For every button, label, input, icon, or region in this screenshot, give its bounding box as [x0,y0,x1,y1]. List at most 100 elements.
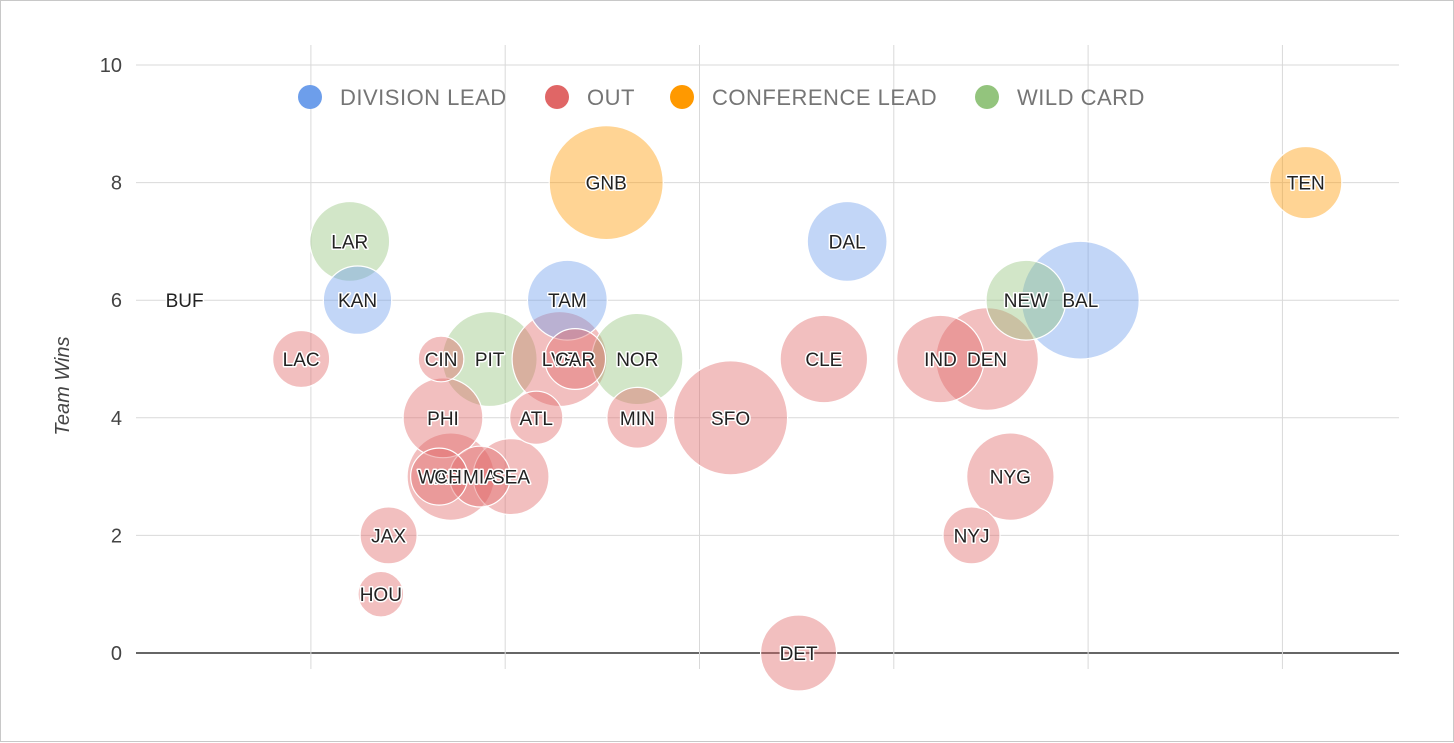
bubble-label-det: DET [780,644,818,665]
bubble-label-halo: JAX [371,526,406,547]
bubble-label-buf: BUF [166,291,204,312]
bubble-pit[interactable] [441,310,538,408]
bubble-label-lvr: LVR [542,350,578,371]
bubble-label-sea: SEA [492,468,530,489]
bubble-ten[interactable] [1269,145,1343,220]
legend-swatch [298,85,322,109]
bubble-label-halo: CAR [555,350,595,371]
bubble-label-ind: IND [924,350,957,371]
bubble-label-halo: DEN [967,350,1007,371]
bubble-min[interactable] [606,386,669,449]
y-tick-label: 4 [111,408,122,430]
y-tick-label: 0 [111,643,122,665]
bubble-label-halo: PHI [427,409,459,430]
bubble-label-halo: DET [780,644,818,665]
bubble-label-halo: NYJ [954,526,990,547]
bubble-label-nyg: NYG [990,468,1031,489]
bubble-label-halo: NYG [990,468,1031,489]
bubble-kan[interactable] [322,265,393,336]
legend-label: CONFERENCE LEAD [712,85,937,110]
y-tick-label: 8 [111,173,122,195]
bubble-label-halo: LAR [331,232,368,253]
bubble-label-halo: MIA [463,468,497,489]
bubble-bal[interactable] [1020,240,1140,360]
bubble-label-cin: CIN [425,350,458,371]
bubble-label-lar: LAR [331,232,368,253]
bubble-label-halo: NOR [616,350,658,371]
legend-item-conference-lead[interactable]: CONFERENCE LEAD [670,85,937,110]
bubble-lac[interactable] [272,329,331,389]
legend-item-out[interactable]: OUT [545,85,635,110]
bubble-label-cle: CLE [805,350,842,371]
bubble-label-gnb: GNB [586,174,627,195]
legend-label: WILD CARD [1017,85,1145,110]
bubble-label-halo: DAL [829,232,866,253]
bubble-sea[interactable] [472,438,550,516]
bubble-label-car: CAR [555,350,595,371]
bubble-jax[interactable] [359,506,418,565]
y-axis-ticks: 0 2 4 6 8 10 [100,55,122,665]
bubble-label-hou: HOU [360,585,402,606]
bubble-phi[interactable] [402,377,484,459]
bubble-cin[interactable] [417,335,465,383]
bubble-hou[interactable] [357,570,405,618]
bubble-label-halo: LAC [283,350,320,371]
bubble-label-bal: BAL [1062,291,1098,312]
bubble-lar[interactable] [309,200,391,282]
bubble-gnb[interactable] [548,125,664,241]
bubble-dal[interactable] [806,200,888,282]
bubble-label-halo: PIT [475,350,505,371]
legend-item-wild-card[interactable]: WILD CARD [975,85,1145,110]
legend-swatch [545,85,569,109]
bubble-label-halo: LVR [542,350,578,371]
bubble-label-halo: NEW [1004,291,1048,312]
bubble-det[interactable] [759,614,838,692]
gridlines [136,45,1399,669]
bubble-label-atl: ATL [520,409,553,430]
bubble-nyg[interactable] [966,432,1055,521]
bubble-mia[interactable] [448,445,511,508]
bubble-sfo[interactable] [672,360,789,476]
bubble-label-halo: TEN [1287,174,1325,195]
bubble-label-kan: KAN [338,291,377,312]
bubble-label-was: WAS [418,468,461,489]
bubble-label-den: DEN [967,350,1007,371]
bubble-cle[interactable] [779,314,869,404]
bubble-ind[interactable] [896,314,985,404]
bubble-label-halo: IND [924,350,957,371]
legend[interactable]: DIVISION LEAD OUT CONFERENCE LEAD WILD CARD [298,85,1145,110]
bubble-label-halo: BAL [1062,291,1098,312]
bubble-was[interactable] [410,447,469,506]
bubble-label-sfo: SFO [711,409,750,430]
legend-swatch [975,85,999,109]
bubble-label-halo: BUF [166,291,204,312]
bubble-atl[interactable] [509,390,564,445]
legend-label: DIVISION LEAD [340,85,507,110]
bubble-label-halo: TAM [548,291,587,312]
legend-item-division-lead[interactable]: DIVISION LEAD [298,85,507,110]
bubble-label-lac: LAC [283,350,320,371]
bubble-label-halo: WAS [418,468,461,489]
bubble-label-min: MIN [620,409,655,430]
bubble-tam[interactable] [526,259,608,341]
bubble-new[interactable] [985,259,1067,341]
bubble-car[interactable] [544,328,607,391]
bubble-label-phi: PHI [427,409,459,430]
bubble-label-new: NEW [1004,291,1048,312]
bubble-label-pit: PIT [475,350,505,371]
bubble-label-halo: GNB [586,174,627,195]
bubble-label-tam: TAM [548,291,587,312]
bubbles [272,125,1343,692]
bubble-label-mia: MIA [463,468,497,489]
bubble-nyj[interactable] [942,506,1001,565]
y-tick-label: 2 [111,525,122,547]
bubble-lvr[interactable] [511,310,608,408]
bubble-nor[interactable] [591,312,684,406]
y-tick-label: 10 [100,55,122,77]
legend-label: OUT [587,85,635,110]
bubble-label-halo: KAN [338,291,377,312]
bubble-label-halo: SFO [711,409,750,430]
